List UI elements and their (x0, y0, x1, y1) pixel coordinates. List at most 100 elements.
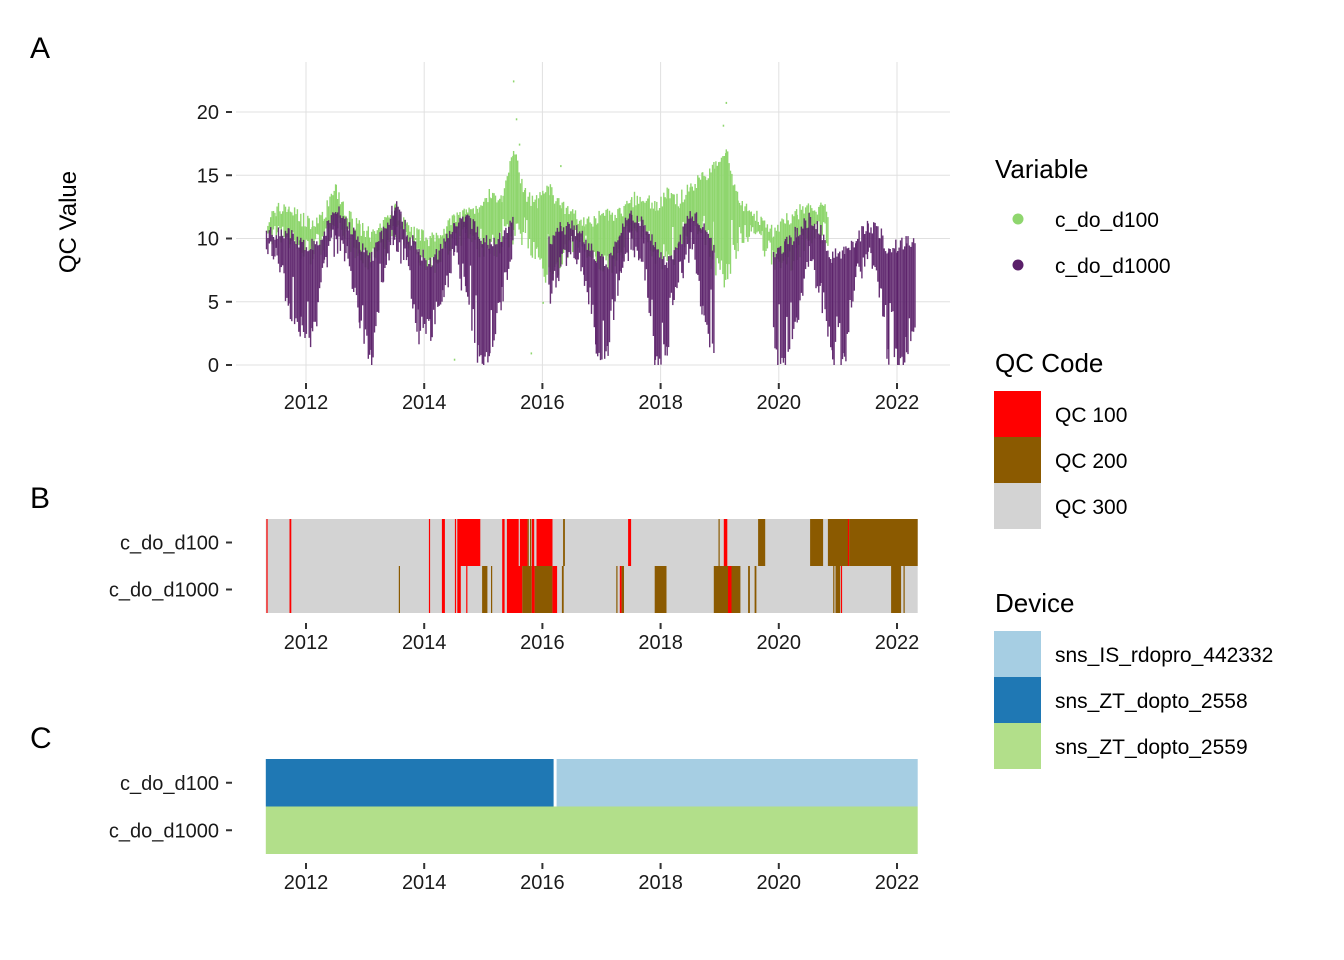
x-tick-label: 2020 (757, 632, 802, 654)
data-mark-c-do-d100 (519, 183, 522, 234)
data-mark-c-do-d100 (626, 200, 628, 227)
data-mark-c-do-d1000 (407, 241, 410, 267)
data-mark-c-do-d1000 (905, 243, 908, 353)
data-mark-c-do-d1000 (484, 242, 486, 357)
data-mark-c-do-d1000 (669, 256, 671, 298)
data-mark-c-do-d1000 (506, 233, 508, 280)
legend-variable: Variable c_do_d100 c_do_d1000 (995, 154, 1171, 278)
data-mark-c-do-d100 (778, 231, 780, 262)
data-mark-c-do-d100 (734, 184, 736, 250)
x-tick-label: 2012 (284, 632, 329, 654)
data-mark-c-do-d1000 (345, 217, 347, 254)
data-mark-c-do-d100 (444, 233, 447, 249)
data-mark-c-do-d1000 (305, 247, 308, 334)
data-mark-c-do-d1000 (608, 253, 611, 343)
data-point-outlier-c-do-d100 (542, 301, 544, 304)
data-mark-c-do-d100 (695, 188, 698, 222)
data-mark-c-do-d1000 (457, 222, 460, 265)
data-mark-c-do-d1000 (298, 247, 300, 332)
data-mark-c-do-d1000 (364, 247, 367, 330)
data-mark-c-do-d100 (782, 219, 785, 261)
data-mark-c-do-d100 (334, 184, 337, 216)
data-mark-c-do-d1000 (329, 223, 331, 242)
y-tick-label-c-do-d1000: c_do_d1000 (109, 820, 219, 842)
data-mark-c-do-d100 (645, 200, 648, 235)
heatmap-cell-qc-100 (506, 566, 523, 613)
data-mark-c-do-d1000 (338, 206, 340, 237)
data-mark-c-do-d1000 (673, 250, 675, 300)
data-mark-c-do-d100 (413, 226, 415, 245)
data-mark-c-do-d1000 (311, 249, 314, 332)
data-mark-c-do-d1000 (593, 259, 595, 328)
data-mark-c-do-d100 (366, 230, 368, 257)
data-mark-c-do-d100 (438, 238, 440, 263)
heatmap-cell-qc-100 (519, 519, 528, 566)
data-mark-c-do-d100 (678, 208, 680, 247)
data-mark-c-do-d100 (280, 213, 282, 243)
data-point-outlier-c-do-d100 (722, 124, 725, 127)
data-mark-c-do-d1000 (398, 209, 401, 243)
data-mark-c-do-d100 (291, 212, 293, 241)
data-point-outlier-c-do-d100 (453, 358, 456, 361)
data-mark-c-do-d1000 (598, 251, 600, 353)
legend-label-sns-is-rdopro-442332: sns_IS_rdopro_442332 (1055, 644, 1273, 667)
data-mark-c-do-d1000 (447, 238, 449, 288)
data-mark-c-do-d1000 (678, 241, 680, 262)
data-mark-c-do-d1000 (357, 236, 359, 308)
data-mark-c-do-d1000 (558, 231, 560, 282)
data-mark-c-do-d100 (753, 213, 755, 234)
a-y-tick-label: 10 (197, 229, 219, 251)
data-mark-c-do-d1000 (702, 227, 704, 306)
data-mark-c-do-d100 (275, 216, 277, 236)
a-x-tick-label: 2020 (757, 392, 802, 414)
panel-c-device-heatmap: c_do_d100 c_do_d1000 2012 2014 2016 2018 2020… (109, 759, 919, 894)
data-mark-c-do-d100 (308, 218, 310, 251)
data-mark-c-do-d1000 (325, 235, 327, 257)
data-mark-c-do-d1000 (309, 249, 312, 348)
data-mark-c-do-d1000 (806, 228, 808, 262)
data-mark-c-do-d100 (301, 226, 303, 253)
data-mark-c-do-d1000 (572, 229, 574, 242)
data-mark-c-do-d100 (548, 195, 550, 268)
data-mark-c-do-d1000 (599, 256, 602, 361)
data-mark-c-do-d100 (636, 195, 638, 233)
data-mark-c-do-d100 (685, 194, 687, 236)
data-mark-c-do-d100 (802, 206, 804, 236)
legend-dot-c-do-d1000 (1012, 259, 1024, 271)
data-mark-c-do-d1000 (561, 231, 563, 254)
heatmap-row-c-do-d1000 (265, 566, 918, 613)
data-mark-c-do-d100 (505, 180, 507, 227)
data-mark-c-do-d1000 (821, 240, 823, 314)
data-mark-c-do-d1000 (883, 248, 885, 317)
data-mark-c-do-d100 (362, 223, 364, 264)
data-mark-c-do-d100 (533, 202, 535, 242)
x-tick-label: 2018 (638, 872, 683, 894)
data-mark-c-do-d100 (289, 211, 292, 245)
data-mark-c-do-d1000 (462, 216, 464, 264)
data-mark-c-do-d100 (718, 162, 720, 264)
data-mark-c-do-d100 (437, 235, 439, 264)
data-mark-c-do-d100 (681, 189, 683, 244)
heatmap-row-c-do-d1000 (265, 806, 918, 854)
data-mark-c-do-d1000 (289, 238, 292, 320)
data-mark-c-do-d100 (781, 218, 783, 263)
data-mark-c-do-d100 (432, 234, 435, 261)
data-mark-c-do-d100 (679, 203, 682, 241)
panel-c-y-axis: c_do_d100 c_do_d1000 (109, 773, 232, 842)
data-mark-c-do-d100 (428, 246, 430, 260)
data-mark-c-do-d1000 (613, 246, 615, 320)
data-mark-c-do-d1000 (624, 217, 627, 254)
x-tick-label: 2014 (402, 872, 447, 894)
data-point-outlier-c-do-d100 (515, 118, 518, 121)
data-mark-c-do-d100 (602, 212, 604, 272)
data-mark-c-do-d1000 (474, 221, 476, 343)
data-mark-c-do-d1000 (812, 226, 814, 260)
legend-swatch-qc-200 (994, 437, 1041, 483)
data-mark-c-do-d100 (284, 206, 287, 239)
data-mark-c-do-d100 (313, 226, 315, 255)
data-mark-c-do-d100 (647, 198, 649, 243)
data-mark-c-do-d100 (272, 211, 275, 230)
data-mark-c-do-d1000 (465, 215, 467, 293)
data-mark-c-do-d1000 (657, 249, 659, 365)
